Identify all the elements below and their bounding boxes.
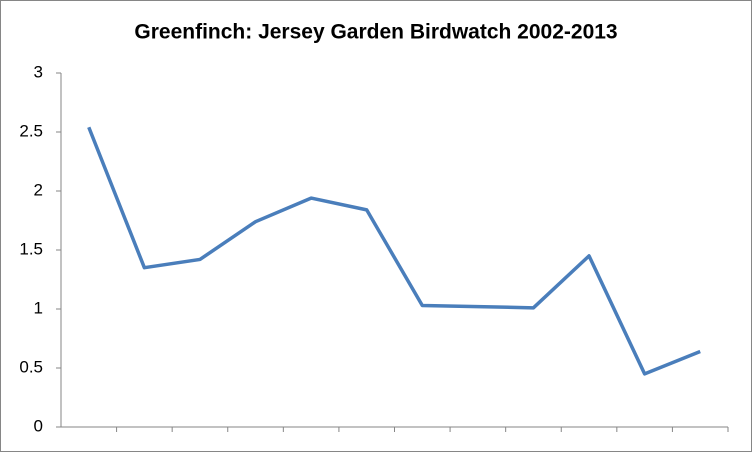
y-tick-label: 2.5 [19,121,43,140]
chart-title: Greenfinch: Jersey Garden Birdwatch 2002… [134,21,617,44]
y-tick-label: 0.5 [19,357,43,376]
y-tick-label: 1 [34,298,43,317]
y-tick-label: 1.5 [19,239,43,258]
y-tick-label: 0 [34,416,43,435]
y-tick-label: 2 [34,180,43,199]
data-line [87,126,701,376]
y-tick-label: 3 [34,62,43,81]
